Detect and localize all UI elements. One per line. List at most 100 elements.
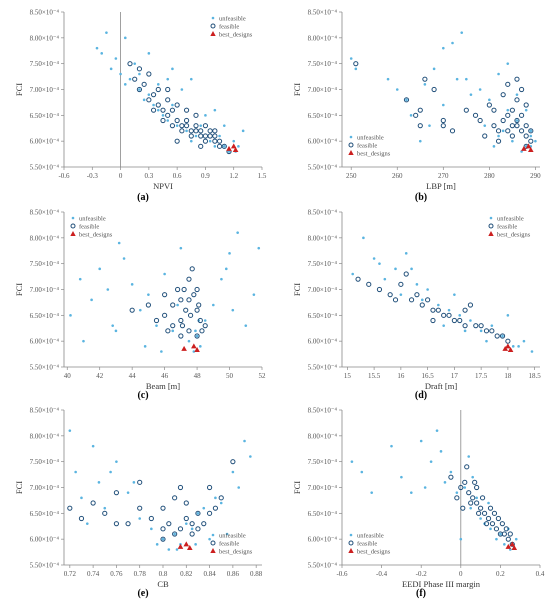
point-feasible bbox=[449, 128, 456, 134]
point-feasible bbox=[162, 292, 168, 298]
point-unfeasible bbox=[386, 77, 390, 81]
point-feasible bbox=[414, 292, 420, 298]
point-feasible bbox=[483, 328, 490, 334]
x-tick-label: 50 bbox=[226, 372, 234, 380]
point-unfeasible bbox=[214, 496, 217, 500]
point-feasible bbox=[458, 484, 464, 491]
point-feasible bbox=[509, 123, 515, 129]
point-feasible bbox=[78, 515, 85, 522]
y-tick-label: 7.00×10⁻⁴ bbox=[30, 484, 60, 492]
point-unfeasible bbox=[487, 501, 490, 505]
point-best_designs bbox=[502, 345, 509, 351]
legend-marker-unfeasible bbox=[71, 216, 75, 220]
point-unfeasible bbox=[204, 114, 207, 117]
point-unfeasible bbox=[82, 339, 85, 343]
point-unfeasible bbox=[160, 350, 163, 353]
point-best_designs bbox=[525, 143, 532, 149]
point-unfeasible bbox=[138, 88, 141, 91]
x-tick-label: 0.82 bbox=[180, 570, 193, 578]
x-tick-label: 0.72 bbox=[64, 570, 77, 578]
point-feasible bbox=[505, 338, 511, 344]
panel-label: (f) bbox=[416, 588, 426, 599]
point-feasible bbox=[495, 128, 502, 134]
point-unfeasible bbox=[138, 308, 142, 312]
point-unfeasible bbox=[194, 543, 197, 546]
point-unfeasible bbox=[155, 324, 158, 327]
point-feasible bbox=[202, 133, 209, 139]
legend-label-best_designs: best_designs bbox=[219, 31, 253, 38]
point-best_designs bbox=[505, 343, 511, 349]
legend-label-best_designs: best_designs bbox=[219, 548, 253, 555]
point-feasible bbox=[472, 112, 479, 118]
point-unfeasible bbox=[497, 134, 500, 138]
point-unfeasible bbox=[515, 93, 519, 96]
point-feasible bbox=[503, 526, 509, 532]
point-feasible bbox=[195, 510, 201, 516]
point-unfeasible bbox=[351, 272, 355, 276]
x-tick-label: 290 bbox=[530, 172, 541, 180]
point-unfeasible bbox=[218, 134, 221, 138]
point-feasible bbox=[206, 510, 213, 516]
x-tick-label: 40 bbox=[64, 372, 72, 380]
point-unfeasible bbox=[370, 491, 374, 494]
legend-marker-unfeasible bbox=[489, 216, 493, 220]
point-feasible bbox=[198, 128, 204, 134]
point-feasible bbox=[179, 123, 185, 129]
legend-label-unfeasible: unfeasible bbox=[219, 532, 246, 539]
x-tick-label: 0.9 bbox=[201, 172, 210, 180]
y-tick-label: 6.00×10⁻⁴ bbox=[30, 536, 60, 544]
y-axis-label: FCI bbox=[292, 83, 302, 96]
x-tick-label: 0 bbox=[119, 172, 123, 180]
point-feasible bbox=[485, 515, 492, 522]
point-unfeasible bbox=[394, 267, 397, 271]
point-feasible bbox=[141, 81, 147, 87]
point-feasible bbox=[505, 112, 511, 118]
point-unfeasible bbox=[143, 345, 147, 348]
point-unfeasible bbox=[418, 139, 422, 143]
legend-label-best_designs: best_designs bbox=[357, 548, 391, 555]
point-feasible bbox=[218, 495, 224, 501]
point-feasible bbox=[528, 128, 534, 134]
point-feasible bbox=[419, 302, 425, 308]
point-feasible bbox=[464, 464, 470, 470]
point-feasible bbox=[474, 500, 480, 506]
x-axis-label: Beam [m] bbox=[146, 381, 180, 391]
x-tick-label: 280 bbox=[484, 172, 495, 180]
point-feasible bbox=[425, 297, 431, 303]
point-feasible bbox=[518, 112, 525, 118]
point-feasible bbox=[474, 484, 480, 491]
point-feasible bbox=[160, 117, 166, 124]
point-feasible bbox=[451, 317, 457, 324]
point-unfeasible bbox=[171, 67, 174, 71]
point-unfeasible bbox=[515, 119, 519, 122]
point-unfeasible bbox=[244, 324, 248, 327]
x-tick-label: 0.76 bbox=[110, 570, 123, 578]
point-feasible bbox=[179, 128, 185, 134]
point-unfeasible bbox=[179, 246, 183, 250]
point-feasible bbox=[448, 474, 454, 480]
y-tick-label: 8.50×10⁻⁴ bbox=[30, 407, 60, 415]
point-unfeasible bbox=[156, 83, 160, 86]
point-best_designs bbox=[230, 143, 237, 149]
point-feasible bbox=[505, 128, 511, 134]
x-tick-label: 44 bbox=[129, 372, 137, 380]
x-tick-label: -0.4 bbox=[376, 570, 388, 578]
point-feasible bbox=[189, 266, 195, 272]
point-unfeasible bbox=[469, 506, 473, 510]
point-feasible bbox=[476, 510, 482, 516]
y-tick-label: 7.50×10⁻⁴ bbox=[308, 260, 338, 268]
point-feasible bbox=[514, 76, 520, 82]
x-tick-label: 0.88 bbox=[250, 570, 263, 578]
point-feasible bbox=[477, 117, 483, 124]
point-feasible bbox=[194, 333, 200, 339]
chart-panel-2: 5.50×10⁻⁴ 6.00×10⁻⁴ 6.50×10⁻⁴ 7.00×10⁻⁴ 7.50… bbox=[14, 209, 266, 402]
point-feasible bbox=[198, 143, 204, 149]
x-tick-label: 1.2 bbox=[229, 172, 238, 180]
point-unfeasible bbox=[187, 339, 191, 343]
point-unfeasible bbox=[404, 252, 408, 255]
point-unfeasible bbox=[175, 548, 179, 551]
point-unfeasible bbox=[152, 103, 155, 107]
point-feasible bbox=[189, 531, 195, 537]
point-feasible bbox=[460, 505, 466, 511]
